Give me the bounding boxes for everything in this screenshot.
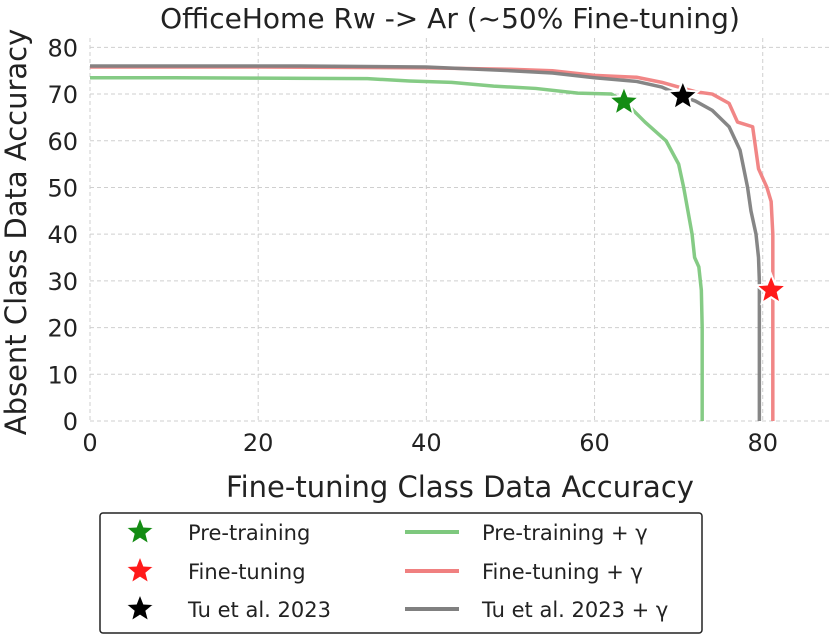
plot-frame bbox=[90, 38, 830, 421]
y-tick-label: 70 bbox=[47, 81, 78, 109]
x-tick-label: 60 bbox=[579, 429, 610, 457]
legend-label: Tu et al. 2023 + γ bbox=[481, 598, 668, 622]
star-marker bbox=[665, 77, 701, 112]
y-tick-labels: 0 10 20 30 40 50 60 70 80 bbox=[47, 34, 78, 436]
legend-star-icon bbox=[123, 553, 157, 585]
y-tick-label: 10 bbox=[47, 361, 78, 389]
legend-label: Tu et al. 2023 bbox=[187, 598, 331, 622]
markers bbox=[606, 77, 789, 306]
legend-star-icon bbox=[123, 591, 157, 623]
y-tick-label: 80 bbox=[47, 34, 78, 62]
star-marker bbox=[606, 83, 642, 118]
y-tick-label: 0 bbox=[63, 408, 78, 436]
series-lines bbox=[90, 64, 775, 421]
series-line bbox=[90, 65, 775, 421]
star-marker bbox=[753, 271, 789, 306]
legend-label: Pre-training bbox=[188, 521, 310, 545]
series-line bbox=[90, 75, 704, 421]
x-tick-label: 40 bbox=[411, 429, 442, 457]
x-tick-label: 0 bbox=[82, 429, 97, 457]
legend-box bbox=[99, 512, 703, 634]
grid bbox=[89, 38, 830, 422]
legend-star-icon bbox=[123, 514, 157, 546]
x-tick-labels: 0 20 40 60 80 bbox=[82, 429, 778, 457]
x-tick-label: 80 bbox=[747, 429, 778, 457]
x-axis-label: Fine-tuning Class Data Accuracy bbox=[226, 470, 694, 504]
legend: Pre-training Pre-training + γ Fine-tuning F… bbox=[99, 512, 703, 634]
y-tick-label: 40 bbox=[47, 221, 78, 249]
legend-label: Pre-training + γ bbox=[482, 521, 648, 545]
y-tick-label: 50 bbox=[47, 174, 78, 202]
chart-title: OfficeHome Rw -> Ar (~50% Fine-tuning) bbox=[160, 2, 740, 35]
series-line bbox=[90, 64, 762, 421]
y-tick-label: 20 bbox=[47, 315, 78, 343]
y-tick-label: 60 bbox=[47, 128, 78, 156]
x-tick-label: 20 bbox=[243, 429, 274, 457]
y-tick-label: 30 bbox=[47, 268, 78, 296]
legend-label: Fine-tuning + γ bbox=[482, 560, 643, 584]
y-axis-label: Absent Class Data Accuracy bbox=[0, 29, 33, 436]
legend-label: Fine-tuning bbox=[188, 560, 306, 584]
